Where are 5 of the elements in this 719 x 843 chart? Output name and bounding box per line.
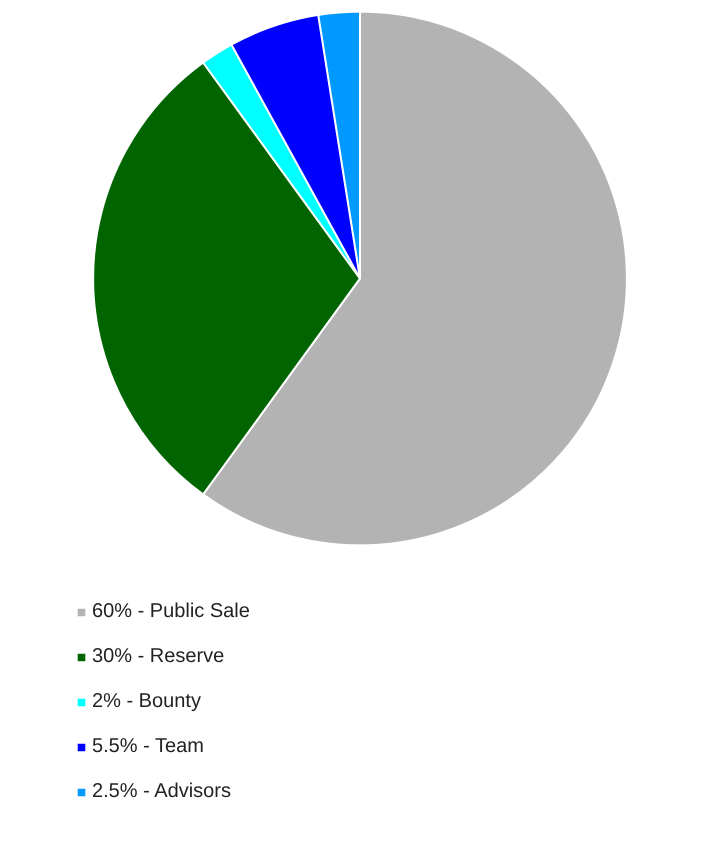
legend-label: 2% - Bounty	[92, 690, 201, 713]
legend-label: 30% - Reserve	[92, 645, 224, 668]
legend-label: 60% - Public Sale	[92, 600, 250, 623]
legend-label: 2.5% - Advisors	[92, 780, 231, 803]
legend-label: 5.5% - Team	[92, 735, 204, 758]
